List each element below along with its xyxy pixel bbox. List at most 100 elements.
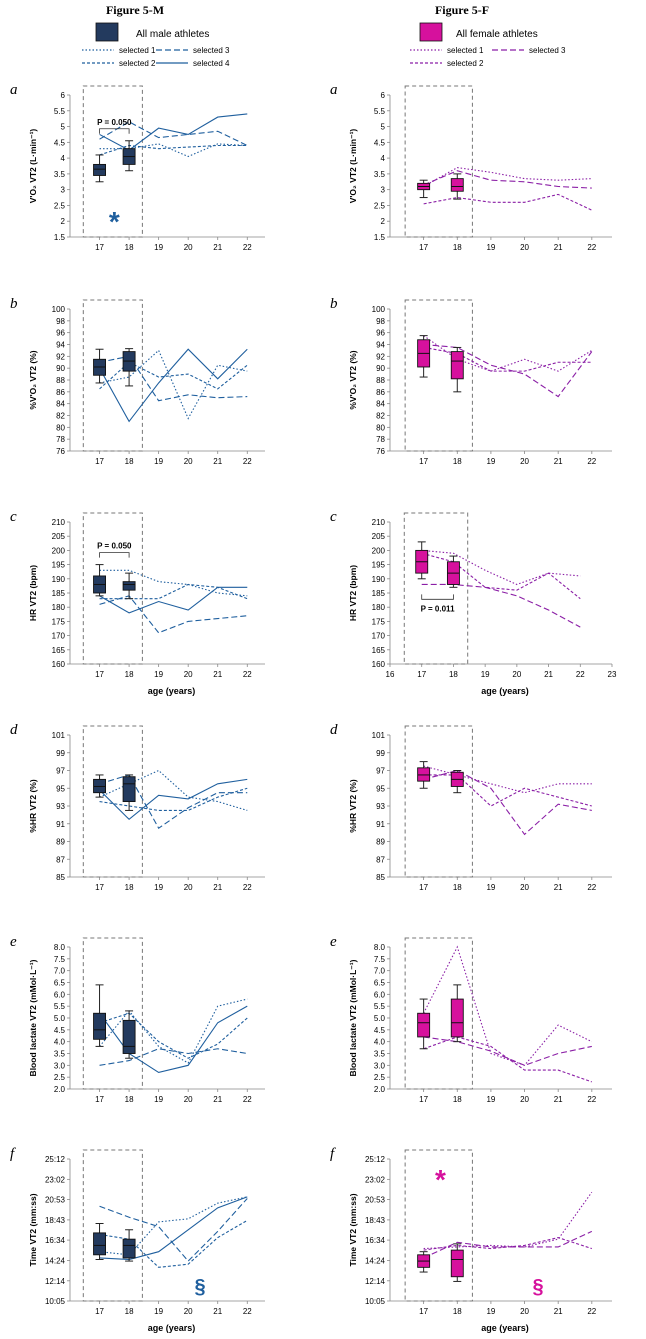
female-d-y-axis-label: %HR VT2 (%)	[348, 779, 358, 833]
female-e-ytick-label: 4.0	[374, 1038, 386, 1047]
male-e-ytick-label: 4.0	[54, 1038, 66, 1047]
male-e-xtick-label: 17	[95, 1095, 104, 1104]
female-c-panel-letter: c	[330, 509, 337, 525]
female-legend-box-swatch	[419, 22, 443, 42]
female-f-xtick-label: 21	[554, 1307, 563, 1316]
male-a-highlight-frame	[82, 85, 143, 238]
female-b-ytick-label: 88	[376, 376, 385, 385]
female-c-ytick-label: 205	[372, 532, 386, 541]
female-e-series-1-line	[423, 945, 593, 1066]
female-f-box-18	[450, 1249, 464, 1278]
female-d-series-2-line	[423, 774, 592, 807]
male-c-p-bracket	[99, 552, 130, 558]
male-c-ytick-label: 160	[52, 660, 66, 669]
male-e-xtick-label: 21	[213, 1095, 222, 1104]
male-c-x-axis-label: age (years)	[148, 686, 196, 696]
male-b-xtick-label: 17	[95, 457, 104, 466]
female-b-ytick-label: 78	[376, 435, 385, 444]
female-e-xtick-label: 18	[453, 1095, 462, 1104]
male-a-significance-star: *	[109, 206, 120, 237]
female-e-ytick-label: 2.5	[374, 1073, 386, 1082]
male-f-xtick-label: 18	[125, 1307, 134, 1316]
male-f-xtick-label: 22	[243, 1307, 252, 1316]
female-d-xtick-label: 19	[486, 883, 495, 892]
female-c-chart: 160 165 170 175 180 185 190 195 200 205 210 16 17 18 1…	[330, 509, 617, 696]
female-c-xtick-label: 16	[386, 670, 395, 679]
female-c-ytick-label: 210	[372, 518, 386, 527]
female-e-ytick-label: 2.0	[374, 1085, 386, 1094]
female-a-ytick-label: 4	[381, 154, 386, 163]
male-legend-label-1: selected 1	[119, 46, 156, 55]
male-d-box-18	[122, 776, 136, 803]
male-b-ytick-label: 100	[52, 305, 66, 314]
female-d-series-3-line	[423, 769, 592, 836]
male-a-series-3-line	[99, 121, 248, 146]
male-b-xtick-label: 22	[243, 457, 252, 466]
male-a-ytick-label: 4.5	[54, 138, 66, 147]
male-a-xtick-label: 22	[243, 243, 252, 252]
female-f-ytick-label: 25:12	[365, 1155, 386, 1164]
female-c-xtick-label: 18	[449, 670, 458, 679]
male-b-xtick-label: 18	[125, 457, 134, 466]
female-f-highlight-frame	[404, 1149, 473, 1302]
male-f-series-4-line	[99, 1196, 248, 1261]
male-c-series-3-line	[99, 595, 248, 634]
female-d-ytick-label: 87	[376, 855, 385, 864]
female-b-xtick-label: 17	[419, 457, 428, 466]
male-e-ytick-label: 8.0	[54, 943, 66, 952]
female-e-chart: 2.0 2.5 3.0 3.5 4.0 4.5 5.0 5.5 6.0 6.5 7.0 7.5 8.0 1…	[330, 934, 612, 1104]
left-figure-title: Figure 5-M	[106, 3, 164, 17]
female-b-ytick-label: 84	[376, 400, 385, 409]
chart-panels: 1.5 2 2.5 3 3.5 4 4.5 5 5.5 6 17 18 19 20 21 22 V'O₂ VT2…	[10, 82, 617, 1333]
male-a-xtick-label: 17	[95, 243, 104, 252]
female-a-ytick-label: 4.5	[374, 138, 386, 147]
male-d-ytick-label: 97	[56, 767, 65, 776]
female-a-series-3-line	[423, 170, 592, 189]
female-f-ytick-label: 18:43	[365, 1216, 386, 1225]
male-d-ytick-label: 93	[56, 802, 65, 811]
male-a-panel-letter: a	[10, 82, 18, 98]
female-a-ytick-label: 6	[381, 91, 386, 100]
female-a-ytick-label: 2.5	[374, 201, 386, 210]
female-b-box-18	[450, 351, 464, 380]
male-e-xtick-label: 20	[184, 1095, 193, 1104]
male-b-series-1-line	[99, 349, 248, 420]
male-f-ytick-label: 16:34	[45, 1236, 66, 1245]
male-d-ytick-label: 87	[56, 855, 65, 864]
male-b-xtick-label: 19	[154, 457, 163, 466]
female-e-xtick-label: 17	[419, 1095, 428, 1104]
male-a-xtick-label: 21	[213, 243, 222, 252]
male-b-ytick-label: 84	[56, 400, 65, 409]
male-c-ytick-label: 165	[52, 646, 66, 655]
male-a-series-2-line	[99, 144, 248, 156]
female-b-ytick-label: 76	[376, 447, 385, 456]
female-f-x-axis-label: age (years)	[481, 1323, 529, 1333]
male-e-highlight-frame	[82, 937, 143, 1090]
male-d-ytick-label: 89	[56, 838, 65, 847]
male-e-series-1-line	[99, 998, 248, 1064]
female-a-series-1-line	[423, 167, 592, 187]
male-b-series-4-line	[99, 348, 248, 423]
female-c-p-bracket	[421, 594, 454, 600]
male-b-ytick-label: 92	[56, 352, 65, 361]
female-d-ytick-label: 99	[376, 749, 385, 758]
female-b-xtick-label: 19	[486, 457, 495, 466]
male-f-highlight-frame	[82, 1149, 143, 1302]
male-b-ytick-label: 88	[56, 376, 65, 385]
female-a-box-18	[450, 178, 464, 192]
female-d-ytick-label: 91	[376, 820, 385, 829]
female-a-ytick-label: 2	[381, 217, 386, 226]
female-f-series-1-line	[423, 1191, 593, 1250]
male-c-highlight-frame	[82, 512, 143, 665]
female-a-ytick-label: 5.5	[374, 107, 386, 116]
female-c-ytick-label: 200	[372, 546, 386, 555]
female-a-ytick-label: 5	[381, 123, 386, 132]
female-f-ytick-label: 16:34	[365, 1236, 386, 1245]
female-d-ytick-label: 85	[376, 873, 385, 882]
female-e-box-17	[417, 1012, 431, 1038]
female-f-section-marker: §	[532, 1276, 543, 1298]
female-a-ytick-label: 3.5	[374, 170, 386, 179]
female-d-xtick-label: 22	[587, 883, 596, 892]
male-b-ytick-label: 94	[56, 341, 65, 350]
female-a-xtick-label: 22	[587, 243, 596, 252]
